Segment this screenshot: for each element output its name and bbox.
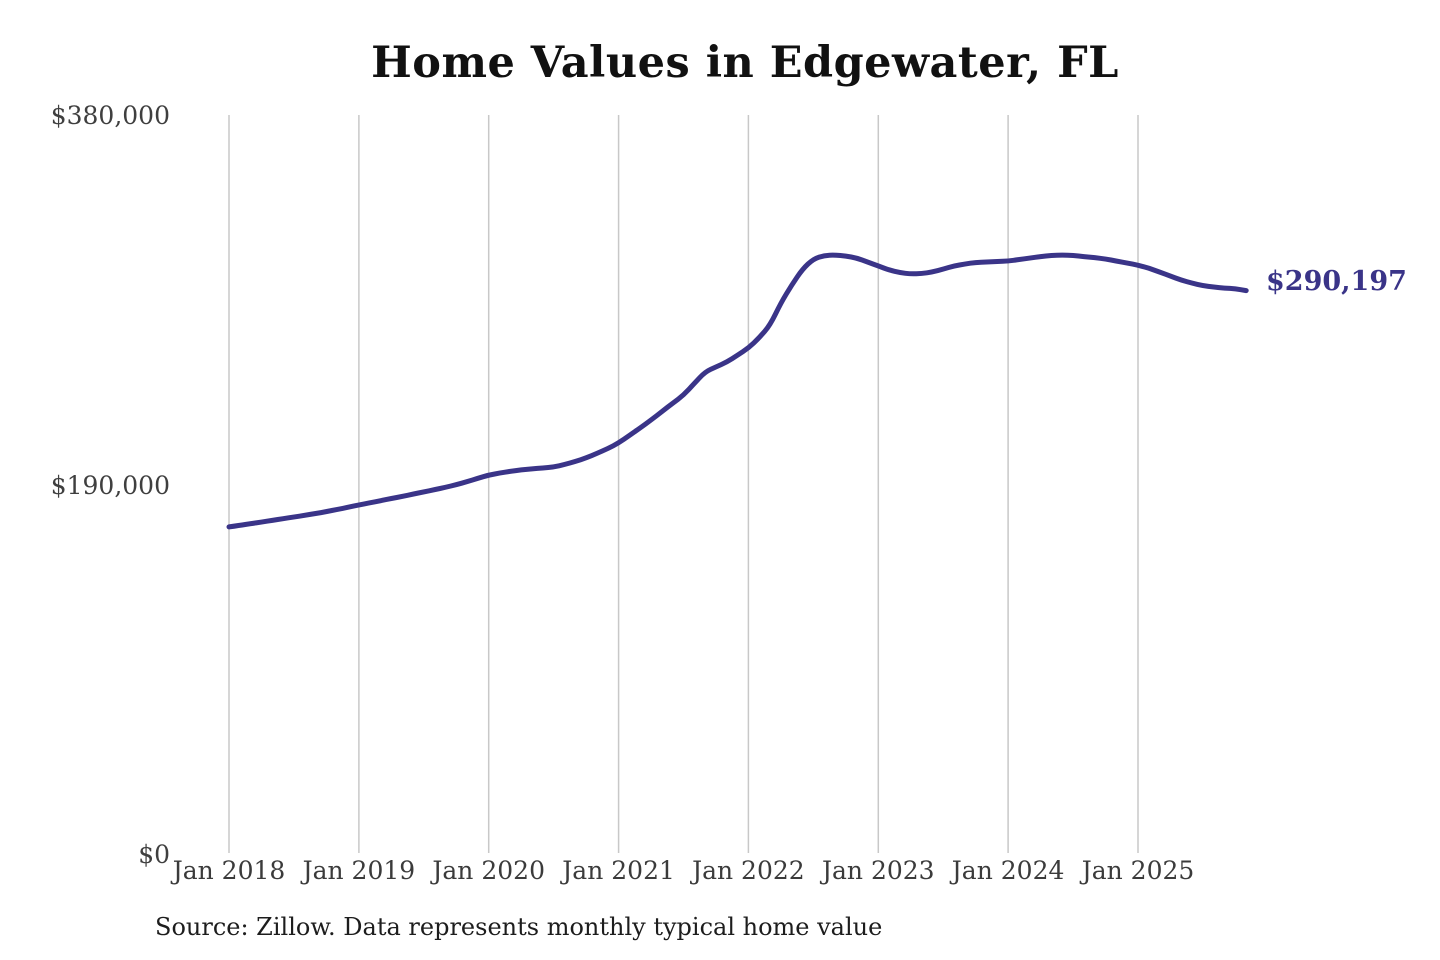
x-tick-label: Jan 2023	[821, 856, 935, 885]
x-tick-label: Jan 2018	[172, 856, 286, 885]
source-note: Source: Zillow. Data represents monthly …	[155, 913, 883, 941]
home-value-line	[226, 252, 1249, 530]
x-tick-label: Jan 2021	[562, 856, 675, 885]
x-tick-label: Jan 2019	[302, 856, 416, 885]
y-tick-label: $190,000	[50, 470, 170, 500]
x-tick-label: Jan 2024	[951, 856, 1065, 885]
latest-value-label: $290,197	[1266, 266, 1407, 297]
vertical-gridlines	[228, 115, 1139, 853]
y-tick-label: $380,000	[50, 101, 170, 130]
y-tick-label: $0	[138, 840, 170, 869]
x-tick-label: Jan 2022	[692, 856, 805, 885]
chart-title: Home Values in Edgewater, FL	[371, 38, 1119, 88]
x-tick-label: Jan 2025	[1081, 856, 1195, 885]
x-tick-label: Jan 2020	[432, 856, 545, 885]
